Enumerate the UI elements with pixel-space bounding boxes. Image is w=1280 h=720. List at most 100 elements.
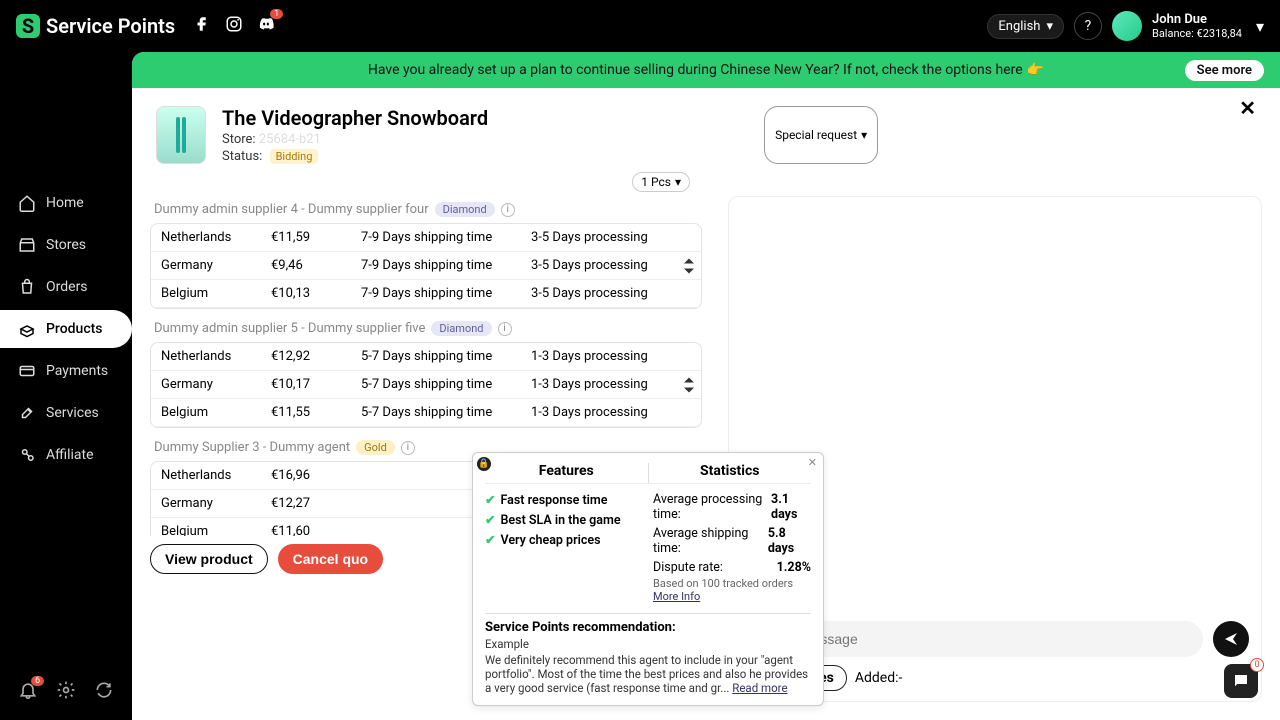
rate-row[interactable]: Germany €9,46 7-9 Days shipping time 3-5…: [151, 252, 701, 280]
sidebar-item-orders[interactable]: Orders: [0, 268, 132, 306]
lock-icon[interactable]: 🔒: [477, 457, 491, 471]
reorder-handle[interactable]: [683, 257, 695, 276]
tab-statistics[interactable]: Statistics: [649, 463, 812, 483]
rate-row[interactable]: Belgium €11,55 5-7 Days shipping time 1-…: [151, 399, 701, 427]
country: Germany: [161, 377, 271, 392]
shipping: 7-9 Days shipping time: [361, 230, 531, 245]
product-thumbnail: [156, 106, 206, 164]
read-more-link[interactable]: Read more: [732, 681, 787, 695]
recommendation-title: Service Points recommendation:: [485, 620, 811, 635]
supplier-name: Dummy admin supplier 4 - Dummy supplier …: [154, 202, 429, 217]
stores-icon: [18, 236, 36, 254]
feature-item: Best SLA in the game: [500, 513, 620, 528]
rate-row[interactable]: Netherlands €11,59 7-9 Days shipping tim…: [151, 224, 701, 252]
chevron-down-icon: [683, 387, 695, 395]
price: €11,59: [271, 230, 361, 245]
cancel-quote-button[interactable]: Cancel quo: [278, 544, 383, 574]
orders-icon: [18, 278, 36, 296]
price: €10,13: [271, 286, 361, 301]
features-list: ✔Fast response time ✔Best SLA in the gam…: [485, 490, 643, 603]
processing: 3-5 Days processing: [531, 230, 681, 245]
balance-label: Balance: €2318,84: [1152, 27, 1242, 40]
refresh-icon[interactable]: [94, 680, 114, 700]
sidebar-item-products[interactable]: Products: [0, 310, 132, 348]
chevron-up-icon: [683, 257, 695, 265]
special-request-dropdown[interactable]: Special request ▾: [764, 106, 878, 164]
brand-logo[interactable]: S Service Points: [16, 14, 175, 38]
payments-icon: [18, 362, 36, 380]
rate-table[interactable]: Netherlands €12,92 5-7 Days shipping tim…: [150, 342, 702, 428]
info-icon[interactable]: i: [498, 322, 512, 336]
send-button[interactable]: [1213, 621, 1249, 657]
based-on: Based on 100 tracked orders More Info: [653, 577, 811, 603]
shipping: 7-9 Days shipping time: [361, 286, 531, 301]
sidebar-item-payments[interactable]: Payments: [0, 352, 132, 390]
sidebar-item-services[interactable]: Services: [0, 394, 132, 432]
services-icon: [18, 404, 36, 422]
price: €11,55: [271, 405, 361, 420]
tooltip-close-icon[interactable]: ✕: [808, 456, 817, 469]
language-select[interactable]: English ▾: [987, 14, 1064, 39]
facebook-icon[interactable]: [193, 15, 211, 37]
product-status-row: Status: Bidding: [222, 149, 488, 164]
user-menu-chevron-icon[interactable]: ▾: [1256, 17, 1264, 36]
product-header: The Videographer Snowboard Store: 25684-…: [132, 88, 1280, 168]
top-right: English ▾ ? John Due Balance: €2318,84 ▾: [987, 11, 1264, 41]
instagram-icon[interactable]: [225, 15, 243, 37]
chevron-up-icon: [683, 376, 695, 384]
processing: 1-3 Days processing: [531, 377, 681, 392]
help-button[interactable]: ?: [1074, 12, 1102, 40]
tier-badge: Diamond: [435, 202, 495, 217]
sidebar-item-label: Orders: [46, 279, 88, 295]
more-info-link[interactable]: More Info: [653, 590, 700, 603]
sidebar-item-label: Home: [46, 195, 84, 211]
discord-icon[interactable]: 1: [257, 15, 275, 37]
processing: 1-3 Days processing: [531, 405, 681, 420]
qty-label: 1 Pcs: [641, 175, 671, 189]
sidebar-item-stores[interactable]: Stores: [0, 226, 132, 264]
sidebar-item-home[interactable]: Home: [0, 184, 132, 222]
stat-value: 1.28%: [777, 560, 811, 575]
topbar: S Service Points 1 English ▾ ? John Due …: [0, 0, 1280, 52]
user-name: John Due: [1152, 12, 1242, 28]
tab-features[interactable]: Features: [485, 463, 649, 483]
rate-row[interactable]: Germany €10,17 5-7 Days shipping time 1-…: [151, 371, 701, 399]
avatar[interactable]: [1112, 11, 1142, 41]
supplier-name: Dummy admin supplier 5 - Dummy supplier …: [154, 321, 425, 336]
reorder-handle[interactable]: [683, 376, 695, 395]
floating-chat-button[interactable]: 0: [1224, 664, 1258, 698]
rate-row[interactable]: Belgium €10,13 7-9 Days shipping time 3-…: [151, 280, 701, 308]
info-icon[interactable]: i: [501, 203, 515, 217]
rate-table[interactable]: Netherlands €11,59 7-9 Days shipping tim…: [150, 223, 702, 309]
processing: 3-5 Days processing: [531, 286, 681, 301]
country: Germany: [161, 258, 271, 273]
qty-select[interactable]: 1 Pcs ▾: [632, 172, 690, 192]
main-panel: Have you already set up a plan to contin…: [132, 52, 1280, 720]
brand-icon: S: [16, 14, 40, 38]
bell-icon[interactable]: 6: [18, 680, 38, 700]
products-icon: [18, 320, 36, 338]
info-icon[interactable]: i: [401, 441, 415, 455]
gear-icon[interactable]: [56, 680, 76, 700]
feature-item: Very cheap prices: [500, 533, 600, 548]
close-icon[interactable]: ✕: [1239, 96, 1256, 120]
sidebar-item-label: Products: [46, 321, 103, 337]
supplier-header: Dummy admin supplier 4 - Dummy supplier …: [150, 196, 702, 223]
sidebar-item-label: Stores: [46, 237, 86, 253]
country: Netherlands: [161, 349, 271, 364]
rate-row[interactable]: Netherlands €12,92 5-7 Days shipping tim…: [151, 343, 701, 371]
user-info: John Due Balance: €2318,84: [1152, 12, 1242, 41]
tier-badge: Gold: [356, 440, 395, 455]
price: €11,60: [271, 524, 361, 536]
send-icon: [1223, 631, 1239, 647]
processing: 3-5 Days processing: [531, 258, 681, 273]
view-product-button[interactable]: View product: [150, 544, 268, 574]
sidebar-item-affiliate[interactable]: Affiliate: [0, 436, 132, 474]
price: €12,27: [271, 496, 361, 511]
banner-cta[interactable]: See more: [1185, 60, 1264, 81]
check-icon: ✔: [485, 492, 495, 508]
special-request-label: Special request: [775, 128, 857, 142]
sidebar-item-label: Payments: [46, 363, 108, 379]
pointer-icon: 👉: [1027, 62, 1044, 78]
country: Belgium: [161, 524, 271, 536]
